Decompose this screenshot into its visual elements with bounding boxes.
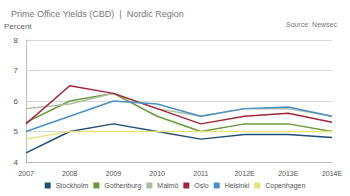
svg-text:7: 7: [14, 66, 19, 75]
svg-text:2008: 2008: [62, 170, 78, 177]
svg-text:Oslo: Oslo: [194, 182, 209, 189]
svg-text:Percent: Percent: [4, 22, 32, 31]
svg-text:4: 4: [14, 158, 19, 167]
svg-text:2007: 2007: [18, 170, 34, 177]
svg-text:2011: 2011: [193, 170, 208, 177]
svg-text:Gothenburg: Gothenburg: [104, 182, 141, 190]
svg-text:Copenhagen: Copenhagen: [265, 182, 305, 190]
svg-text:Source: Newsec: Source: Newsec: [286, 21, 337, 28]
svg-text:Helsinki: Helsinki: [225, 182, 250, 189]
svg-text:8: 8: [14, 36, 19, 45]
svg-text:2014E: 2014E: [322, 170, 343, 177]
svg-text:Malmö: Malmö: [157, 182, 178, 189]
svg-text:2013E: 2013E: [278, 170, 299, 177]
svg-text:2012E: 2012E: [234, 170, 255, 177]
svg-text:6: 6: [14, 97, 19, 106]
svg-text:Stockholm: Stockholm: [56, 182, 89, 189]
svg-text:Prime Office Yields (CBD) |: Prime Office Yields (CBD) | Nordic Regio…: [11, 9, 184, 19]
svg-text:5: 5: [14, 127, 19, 136]
svg-text:2009: 2009: [106, 170, 122, 177]
svg-text:2010: 2010: [149, 170, 165, 177]
